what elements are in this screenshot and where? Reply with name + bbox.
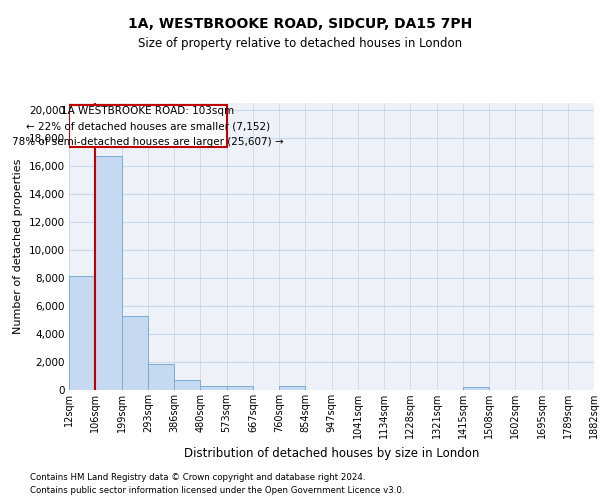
Bar bbox=[174, 380, 200, 390]
Y-axis label: Number of detached properties: Number of detached properties bbox=[13, 158, 23, 334]
Bar bbox=[463, 387, 489, 390]
Bar bbox=[148, 364, 174, 390]
Text: 1A WESTBROOKE ROAD: 103sqm
← 22% of detached houses are smaller (7,152)
78% of s: 1A WESTBROOKE ROAD: 103sqm ← 22% of deta… bbox=[12, 106, 284, 147]
Text: Contains HM Land Registry data © Crown copyright and database right 2024.: Contains HM Land Registry data © Crown c… bbox=[30, 472, 365, 482]
Bar bbox=[200, 386, 227, 390]
Bar bbox=[121, 316, 148, 390]
Bar bbox=[227, 386, 253, 390]
Bar bbox=[69, 276, 95, 390]
Text: Size of property relative to detached houses in London: Size of property relative to detached ho… bbox=[138, 38, 462, 51]
X-axis label: Distribution of detached houses by size in London: Distribution of detached houses by size … bbox=[184, 446, 479, 460]
Bar bbox=[95, 156, 121, 390]
Text: Contains public sector information licensed under the Open Government Licence v3: Contains public sector information licen… bbox=[30, 486, 404, 495]
Bar bbox=[279, 386, 305, 390]
Text: 1A, WESTBROOKE ROAD, SIDCUP, DA15 7PH: 1A, WESTBROOKE ROAD, SIDCUP, DA15 7PH bbox=[128, 18, 472, 32]
FancyBboxPatch shape bbox=[69, 106, 227, 148]
